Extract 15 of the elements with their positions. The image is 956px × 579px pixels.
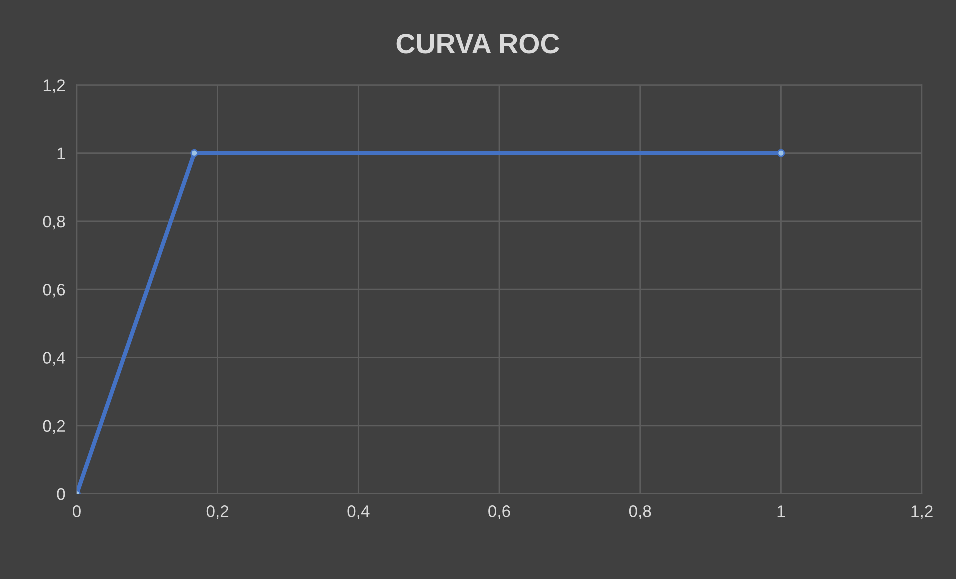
x-tick-label: 0 [72, 506, 81, 518]
chart-title: CURVA ROC [396, 34, 560, 54]
x-tick-label: 0,2 [206, 506, 229, 520]
y-tick-label: 1 [58, 148, 66, 160]
x-tick-label: 1 [778, 506, 786, 518]
x-tick-label: 1,2 [912, 506, 933, 520]
x-tick-label: 0,4 [348, 506, 370, 520]
y-tick-label: 1,2 [44, 80, 66, 94]
x-tick-label: 0,8 [629, 506, 652, 520]
y-tick-label: 0,4 [43, 352, 66, 366]
y-tick-label: 0,8 [43, 216, 66, 230]
x-tick-label: 0,6 [488, 506, 510, 520]
y-tick-label: 0,2 [43, 420, 66, 434]
y-tick-label: 0,6 [43, 284, 66, 298]
y-tick-label: 0 [57, 488, 66, 500]
